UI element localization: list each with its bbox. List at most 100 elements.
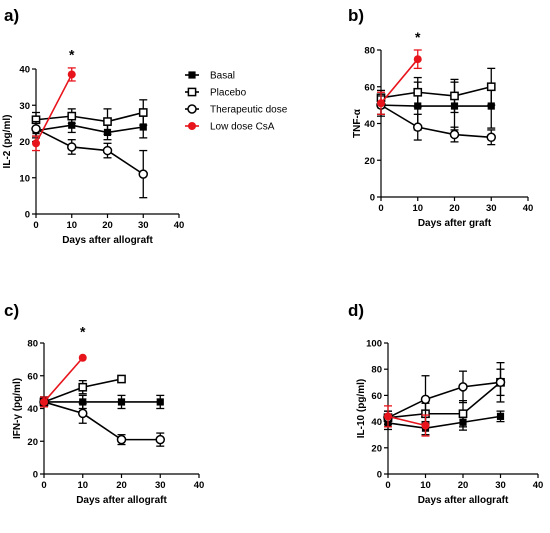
series-lowdose	[377, 49, 422, 115]
series-therapeutic	[39, 396, 165, 447]
x-tick-label: 40	[194, 480, 205, 491]
data-point	[40, 397, 48, 406]
chart-panel: d) 0 20 40 60 80 100 0 10 20 30 40 Days after allogr…	[348, 301, 543, 506]
legend-label: Therapeutic dose	[210, 105, 288, 116]
x-tick-label: 40	[174, 220, 185, 231]
x-axis-label: Days after allograft	[76, 495, 167, 506]
x-tick-label: 0	[378, 203, 383, 214]
y-tick-label: 10	[19, 173, 30, 184]
y-tick-label: 20	[371, 443, 382, 454]
y-tick-label: 0	[25, 210, 30, 221]
series-line	[35, 124, 144, 134]
series-line	[387, 381, 501, 419]
chart-panel: c) 0 20 40 60 80 0 10 20 30 40 Days after allograft…	[4, 301, 204, 506]
data-point	[116, 434, 127, 445]
y-tick-label: 40	[27, 404, 38, 415]
data-point	[384, 412, 392, 421]
data-point	[31, 124, 41, 134]
data-point	[68, 121, 76, 129]
x-tick-label: 10	[420, 480, 431, 491]
chart-panel: a) 0 10 20 30 40 0 10 20 30 40 Days after allograft…	[2, 6, 184, 246]
y-axis-label: TNF-α	[352, 108, 363, 138]
y-tick-label: 60	[371, 391, 382, 402]
legend-label: Placebo	[210, 88, 247, 99]
x-tick-label: 20	[458, 480, 469, 491]
data-point	[450, 91, 459, 101]
series-therapeutic	[31, 120, 148, 199]
y-tick-label: 80	[27, 339, 38, 350]
data-point	[486, 82, 496, 92]
x-tick-label: 0	[41, 480, 46, 491]
panel-letter: a)	[4, 6, 19, 25]
legend-marker	[188, 71, 196, 79]
x-tick-label: 10	[66, 220, 77, 231]
series-basal	[377, 81, 496, 131]
y-tick-label: 40	[19, 65, 30, 76]
x-axis-label: Days after allograft	[62, 235, 153, 246]
data-point	[413, 55, 422, 64]
series-line	[35, 111, 144, 123]
series-line	[387, 381, 502, 419]
data-point	[413, 122, 423, 132]
data-point	[117, 374, 126, 384]
y-tick-label: 20	[19, 137, 30, 148]
x-tick-label: 30	[155, 480, 166, 491]
legend-item-therapeutic: Therapeutic dose	[185, 104, 288, 116]
x-tick-label: 10	[412, 203, 423, 214]
panel-letter: c)	[4, 301, 19, 320]
data-point	[78, 382, 88, 392]
y-tick-label: 60	[364, 82, 375, 93]
series-therapeutic	[383, 361, 506, 425]
y-tick-label: 0	[370, 193, 375, 204]
data-point	[67, 142, 77, 152]
x-tick-label: 20	[102, 220, 113, 231]
y-tick-label: 0	[377, 470, 382, 481]
data-point	[458, 409, 468, 419]
x-tick-label: 20	[116, 480, 127, 491]
y-tick-label: 40	[371, 417, 382, 428]
series-lowdose	[40, 353, 87, 408]
significance-marker: *	[80, 324, 86, 340]
y-tick-label: 30	[19, 101, 30, 112]
legend: Basal Placebo Therapeutic dose Low dose CsA	[185, 71, 288, 133]
y-tick-label: 0	[33, 470, 38, 481]
y-tick-label: 80	[371, 365, 382, 376]
panel-letter: d)	[348, 301, 364, 320]
data-point	[67, 111, 77, 121]
series-line	[380, 58, 419, 104]
data-point	[138, 108, 148, 117]
data-point	[496, 412, 505, 420]
data-point	[139, 123, 147, 131]
data-point	[78, 353, 87, 362]
x-axis-label: Days after allograft	[418, 495, 509, 506]
legend-item-placebo: Placebo	[185, 88, 247, 99]
series-line	[43, 401, 161, 441]
data-point	[458, 382, 468, 392]
data-point	[155, 434, 165, 445]
data-point	[103, 117, 112, 126]
data-point	[156, 398, 164, 406]
legend-label: Low dose CsA	[210, 122, 275, 133]
data-point	[420, 394, 431, 405]
x-tick-label: 0	[385, 480, 390, 491]
significance-marker: *	[69, 47, 75, 63]
series-line	[380, 85, 492, 99]
x-tick-label: 30	[486, 203, 497, 214]
y-tick-label: 60	[27, 371, 38, 382]
data-point	[32, 139, 40, 148]
x-axis-label: Days after graft	[418, 218, 492, 229]
x-tick-label: 0	[33, 220, 38, 231]
data-point	[377, 99, 385, 108]
y-axis-label: IFN-γ (pg/ml)	[12, 378, 23, 439]
series-line	[387, 415, 426, 427]
series-line	[35, 74, 73, 144]
legend-label: Basal	[210, 71, 235, 82]
series-line	[35, 128, 144, 175]
legend-item-lowdose: Low dose CsA	[185, 122, 275, 133]
legend-marker	[187, 104, 197, 114]
legend-marker	[188, 122, 196, 130]
series-basal	[384, 410, 505, 436]
data-point	[495, 377, 506, 388]
data-point	[102, 145, 113, 156]
